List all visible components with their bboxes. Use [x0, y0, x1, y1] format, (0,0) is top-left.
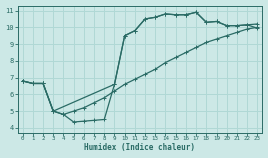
X-axis label: Humidex (Indice chaleur): Humidex (Indice chaleur) — [84, 143, 195, 152]
